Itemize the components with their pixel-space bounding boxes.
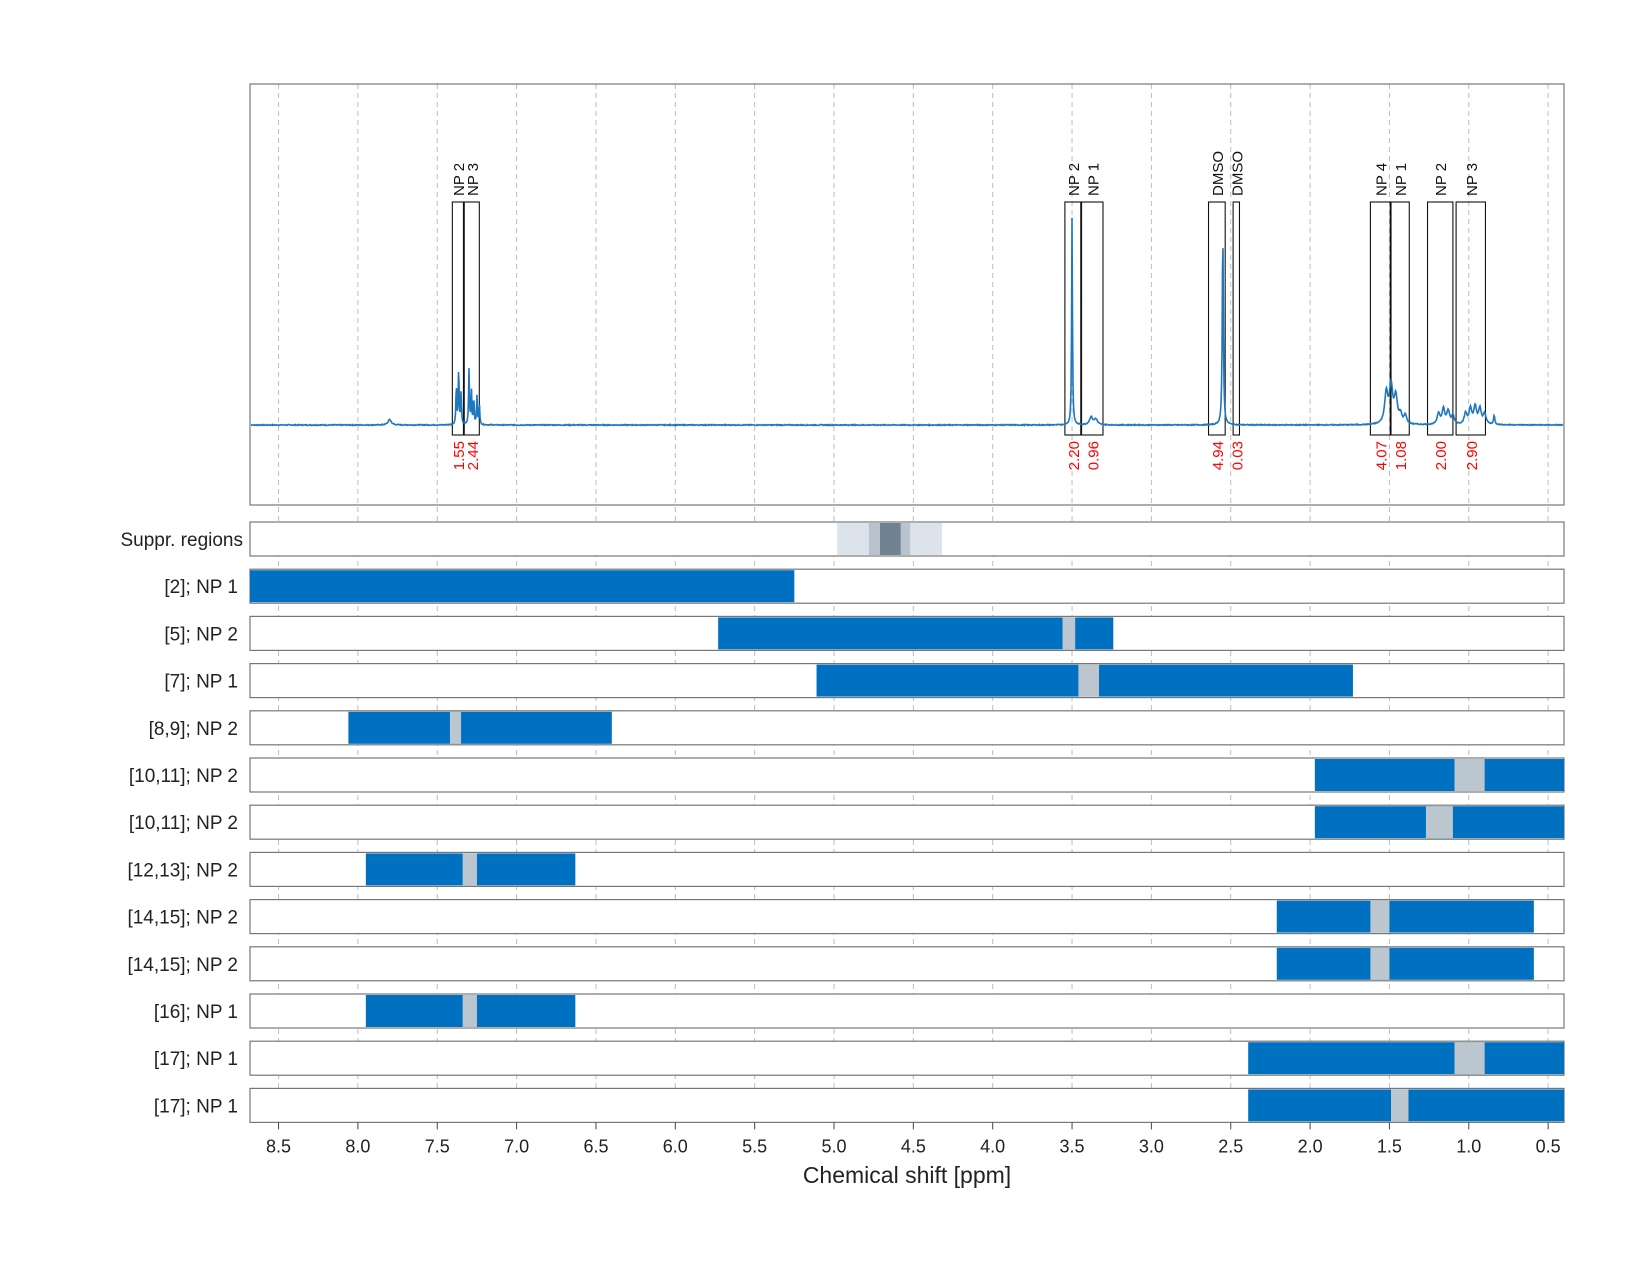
row-gap	[1078, 664, 1100, 697]
x-tick-label: 8.5	[266, 1136, 291, 1156]
x-tick-label: 5.5	[742, 1136, 767, 1156]
x-tick-label: 1.5	[1377, 1136, 1402, 1156]
row-label: [16]; NP 1	[154, 1002, 238, 1023]
x-tick-label: 3.5	[1060, 1136, 1085, 1156]
spectrum-line	[250, 217, 1564, 427]
region-label: DMSO	[1210, 151, 1227, 196]
integration-box	[1455, 201, 1486, 436]
region-label: NP 1	[1393, 163, 1410, 196]
row-gap	[1370, 900, 1390, 933]
region-label: NP 3	[465, 163, 482, 196]
x-tick-label: 5.0	[821, 1136, 846, 1156]
spectrum-panel-frame	[249, 83, 1565, 506]
integral-value: 4.94	[1210, 441, 1227, 470]
row-gap	[1425, 806, 1453, 839]
row-label: [5]; NP 2	[164, 624, 238, 645]
integration-box	[463, 201, 480, 436]
row-label: [17]; NP 1	[154, 1096, 238, 1117]
region-label: DMSO	[1229, 151, 1246, 196]
row-gap	[462, 853, 477, 886]
integral-value: 2.44	[465, 441, 482, 470]
integration-box	[1369, 201, 1391, 436]
row-gap	[1454, 1042, 1485, 1075]
integration-box	[1390, 201, 1410, 436]
x-tick-label: 4.5	[901, 1136, 926, 1156]
integral-value: 4.07	[1373, 441, 1390, 470]
row-gap	[449, 711, 462, 744]
row-bar	[1314, 759, 1564, 791]
row-label: [10,11]; NP 2	[129, 813, 238, 834]
integral-value: 2.90	[1464, 441, 1481, 470]
integration-box	[1232, 201, 1241, 436]
x-tick-label: 3.0	[1139, 1136, 1164, 1156]
region-label: NP 1	[1085, 163, 1102, 196]
row-gap	[1391, 1089, 1409, 1122]
integral-value: 2.20	[1066, 441, 1083, 470]
row-label: [10,11]; NP 2	[129, 766, 238, 787]
row-label: [7]; NP 1	[164, 672, 238, 693]
x-tick-label: 2.5	[1218, 1136, 1243, 1156]
integral-value: 0.96	[1085, 441, 1102, 470]
row-gap	[1370, 947, 1390, 980]
integration-box	[451, 201, 464, 436]
x-tick-label: 0.5	[1536, 1136, 1561, 1156]
region-label: NP 2	[1066, 163, 1083, 196]
x-tick-label: 6.0	[663, 1136, 688, 1156]
x-tick-label: 1.0	[1456, 1136, 1481, 1156]
integral-value: 1.08	[1393, 441, 1410, 470]
row-label: [17]; NP 1	[154, 1049, 238, 1070]
region-label: NP 2	[1433, 163, 1450, 196]
row-bar	[1276, 947, 1534, 980]
x-axis: 8.5 8.0 7.5 7.0 6.5 6.0 5.5 5.0 4.5 4.0 3.5 3.0 2.5 2…	[266, 1122, 1561, 1156]
row-bar	[1276, 900, 1534, 933]
x-axis-label: Chemical shift [ppm]	[803, 1162, 1011, 1188]
row-bar	[250, 570, 795, 603]
integration-box	[1081, 201, 1104, 436]
row-label: [8,9]; NP 2	[149, 719, 238, 740]
x-tick-label: 6.5	[583, 1136, 608, 1156]
integration-regions: NP 2 1.55 NP 3 2.44 NP 2 2.20 NP 1 0.96 DMSO 4.94…	[451, 151, 1486, 470]
row-gap	[462, 995, 477, 1027]
region-label: NP 2	[451, 163, 468, 196]
x-tick-label: 4.0	[980, 1136, 1005, 1156]
row-label: [14,15]; NP 2	[127, 955, 238, 976]
assignment-rows: Suppr. regions [2]; NP 1 [5]; NP 2 [7]; NP …	[120, 521, 1565, 1124]
row-bar	[348, 711, 612, 744]
x-tick-label: 8.0	[345, 1136, 370, 1156]
integral-value: 2.00	[1433, 441, 1450, 470]
region-label: NP 4	[1373, 163, 1390, 196]
row-gap	[1062, 617, 1076, 650]
integral-value: 1.55	[451, 441, 468, 470]
row-label: [2]; NP 1	[164, 577, 238, 598]
x-tick-label: 7.0	[504, 1136, 529, 1156]
integration-box	[1064, 201, 1082, 436]
row-bar	[1248, 1042, 1564, 1075]
x-tick-label: 7.5	[425, 1136, 450, 1156]
integration-box	[1207, 201, 1226, 436]
row-gap	[1454, 759, 1485, 791]
row-bar	[718, 617, 1114, 650]
suppressed-band	[880, 523, 901, 555]
region-label: NP 3	[1464, 163, 1481, 196]
integration-box	[1426, 201, 1454, 436]
suppressed-regions-label: Suppr. regions	[120, 530, 243, 551]
x-tick-label: 2.0	[1298, 1136, 1323, 1156]
row-label: [12,13]; NP 2	[127, 860, 238, 881]
integral-value: 0.03	[1229, 441, 1246, 470]
row-label: [14,15]; NP 2	[127, 908, 238, 929]
